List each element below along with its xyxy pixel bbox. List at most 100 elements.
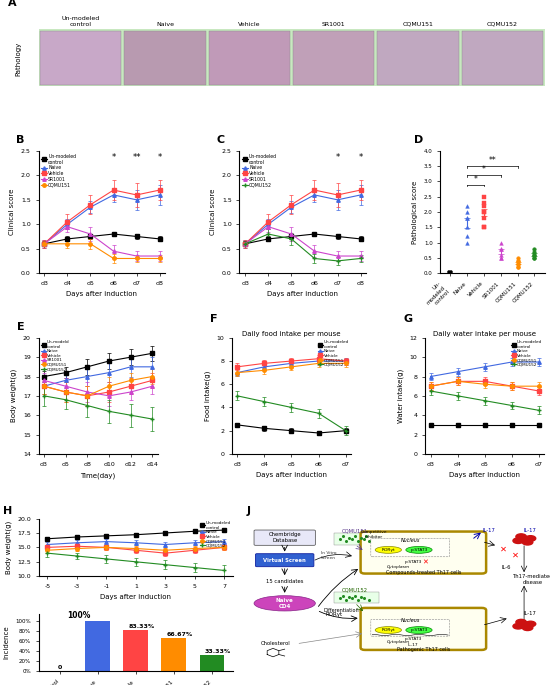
Text: Pathology: Pathology bbox=[15, 41, 21, 75]
Point bbox=[497, 237, 505, 248]
Text: Th17-mediated
disease: Th17-mediated disease bbox=[513, 574, 550, 585]
Text: *: * bbox=[112, 153, 116, 162]
Text: *: * bbox=[482, 166, 486, 175]
Text: 66.67%: 66.67% bbox=[167, 632, 192, 637]
Text: 0: 0 bbox=[58, 665, 62, 670]
Point bbox=[463, 212, 472, 223]
Circle shape bbox=[516, 619, 526, 625]
FancyBboxPatch shape bbox=[361, 608, 486, 650]
FancyBboxPatch shape bbox=[371, 619, 450, 636]
FancyBboxPatch shape bbox=[40, 31, 122, 85]
FancyBboxPatch shape bbox=[256, 553, 314, 566]
Point bbox=[513, 252, 522, 263]
Point bbox=[446, 268, 455, 279]
Text: 83.33%: 83.33% bbox=[128, 624, 155, 629]
FancyBboxPatch shape bbox=[293, 31, 375, 85]
Text: CQMU151: CQMU151 bbox=[342, 528, 368, 534]
Text: Pathogenic Th17 cells: Pathogenic Th17 cells bbox=[397, 647, 450, 651]
Bar bbox=[162, 638, 186, 671]
Text: 33.33%: 33.33% bbox=[205, 649, 231, 654]
Text: p-STAT3: p-STAT3 bbox=[404, 560, 422, 564]
FancyBboxPatch shape bbox=[377, 31, 459, 85]
Ellipse shape bbox=[406, 627, 432, 634]
Y-axis label: Pathological score: Pathological score bbox=[412, 180, 419, 244]
Text: ✕: ✕ bbox=[500, 545, 507, 553]
Point bbox=[463, 212, 472, 223]
Legend: Un-modeled
control, Naive, Vehicle, CQMU151, CQMU152: Un-modeled control, Naive, Vehicle, CQMU… bbox=[510, 340, 542, 367]
Text: **: ** bbox=[488, 156, 496, 165]
Text: Vehicle: Vehicle bbox=[238, 22, 261, 27]
Circle shape bbox=[522, 625, 533, 630]
Point bbox=[463, 237, 472, 248]
Point bbox=[463, 231, 472, 242]
Text: Chembridge
Database: Chembridge Database bbox=[268, 532, 301, 543]
Point bbox=[463, 207, 472, 218]
Point bbox=[480, 222, 488, 233]
Text: Nucleus: Nucleus bbox=[400, 538, 420, 543]
FancyBboxPatch shape bbox=[371, 538, 450, 557]
X-axis label: Days after induction: Days after induction bbox=[267, 291, 338, 297]
Point bbox=[480, 197, 488, 208]
Text: p-STAT3: p-STAT3 bbox=[410, 628, 428, 632]
Text: Nucleus: Nucleus bbox=[400, 619, 420, 623]
Text: *: * bbox=[157, 153, 162, 162]
Circle shape bbox=[522, 540, 533, 545]
FancyBboxPatch shape bbox=[361, 532, 486, 573]
Circle shape bbox=[525, 536, 536, 541]
FancyBboxPatch shape bbox=[124, 31, 206, 85]
Point bbox=[530, 247, 539, 258]
Text: F: F bbox=[210, 314, 218, 324]
FancyBboxPatch shape bbox=[334, 593, 379, 603]
Circle shape bbox=[513, 623, 524, 629]
X-axis label: Days after induction: Days after induction bbox=[100, 595, 171, 600]
FancyBboxPatch shape bbox=[254, 530, 315, 545]
Point bbox=[480, 191, 488, 202]
Point bbox=[480, 207, 488, 218]
Ellipse shape bbox=[406, 547, 432, 553]
Text: RORγt: RORγt bbox=[382, 628, 395, 632]
Point bbox=[530, 252, 539, 263]
Text: *: * bbox=[336, 153, 340, 162]
Text: IL-17: IL-17 bbox=[524, 528, 536, 534]
Text: Cholesterol: Cholesterol bbox=[261, 641, 291, 647]
Title: Daily food intake per mouse: Daily food intake per mouse bbox=[242, 332, 341, 338]
Point bbox=[497, 243, 505, 254]
Ellipse shape bbox=[254, 596, 315, 611]
Text: 15 candidates: 15 candidates bbox=[266, 579, 304, 584]
Text: J: J bbox=[247, 506, 251, 516]
Text: H: H bbox=[3, 506, 13, 516]
Text: G: G bbox=[404, 314, 413, 324]
Point bbox=[497, 243, 505, 254]
Text: ✕: ✕ bbox=[512, 551, 519, 560]
Point bbox=[513, 258, 522, 269]
Text: p-STAT3: p-STAT3 bbox=[404, 637, 422, 641]
Point bbox=[446, 268, 455, 279]
Point bbox=[446, 268, 455, 279]
Y-axis label: Incidence: Incidence bbox=[4, 625, 10, 659]
Point bbox=[480, 212, 488, 223]
Legend: Un-modeled
control, Naive, Vehicle, CQMU151, CQMU152: Un-modeled control, Naive, Vehicle, CQMU… bbox=[317, 340, 349, 367]
Circle shape bbox=[513, 538, 524, 543]
X-axis label: Days after induction: Days after induction bbox=[256, 472, 327, 478]
Text: Un-modeled
control: Un-modeled control bbox=[62, 16, 100, 27]
Y-axis label: Body weight(g): Body weight(g) bbox=[5, 521, 12, 574]
Point bbox=[513, 256, 522, 266]
Text: In Vitro
Screen: In Vitro Screen bbox=[321, 551, 336, 560]
Text: SR1001: SR1001 bbox=[322, 22, 345, 27]
Text: CQMU152: CQMU152 bbox=[487, 22, 518, 27]
Circle shape bbox=[519, 537, 529, 543]
Bar bbox=[200, 655, 224, 671]
Legend: Un-modeled
control, Naive, Vehicle, SR1001, CQMU152: Un-modeled control, Naive, Vehicle, SR10… bbox=[242, 153, 278, 188]
Text: A: A bbox=[8, 0, 16, 8]
Point bbox=[446, 268, 455, 279]
Text: **: ** bbox=[133, 153, 141, 162]
Point bbox=[513, 256, 522, 266]
Bar bbox=[123, 630, 148, 671]
Point bbox=[497, 249, 505, 260]
Point bbox=[513, 262, 522, 273]
Point bbox=[530, 249, 539, 260]
Text: E: E bbox=[17, 322, 25, 332]
Legend: Un-modeld
control, Naive, Vehicle, SR1001, CQMU151, CQMU152: Un-modeld control, Naive, Vehicle, SR100… bbox=[41, 340, 70, 372]
Y-axis label: Clinical score: Clinical score bbox=[9, 189, 15, 235]
Text: 100%: 100% bbox=[67, 611, 90, 620]
